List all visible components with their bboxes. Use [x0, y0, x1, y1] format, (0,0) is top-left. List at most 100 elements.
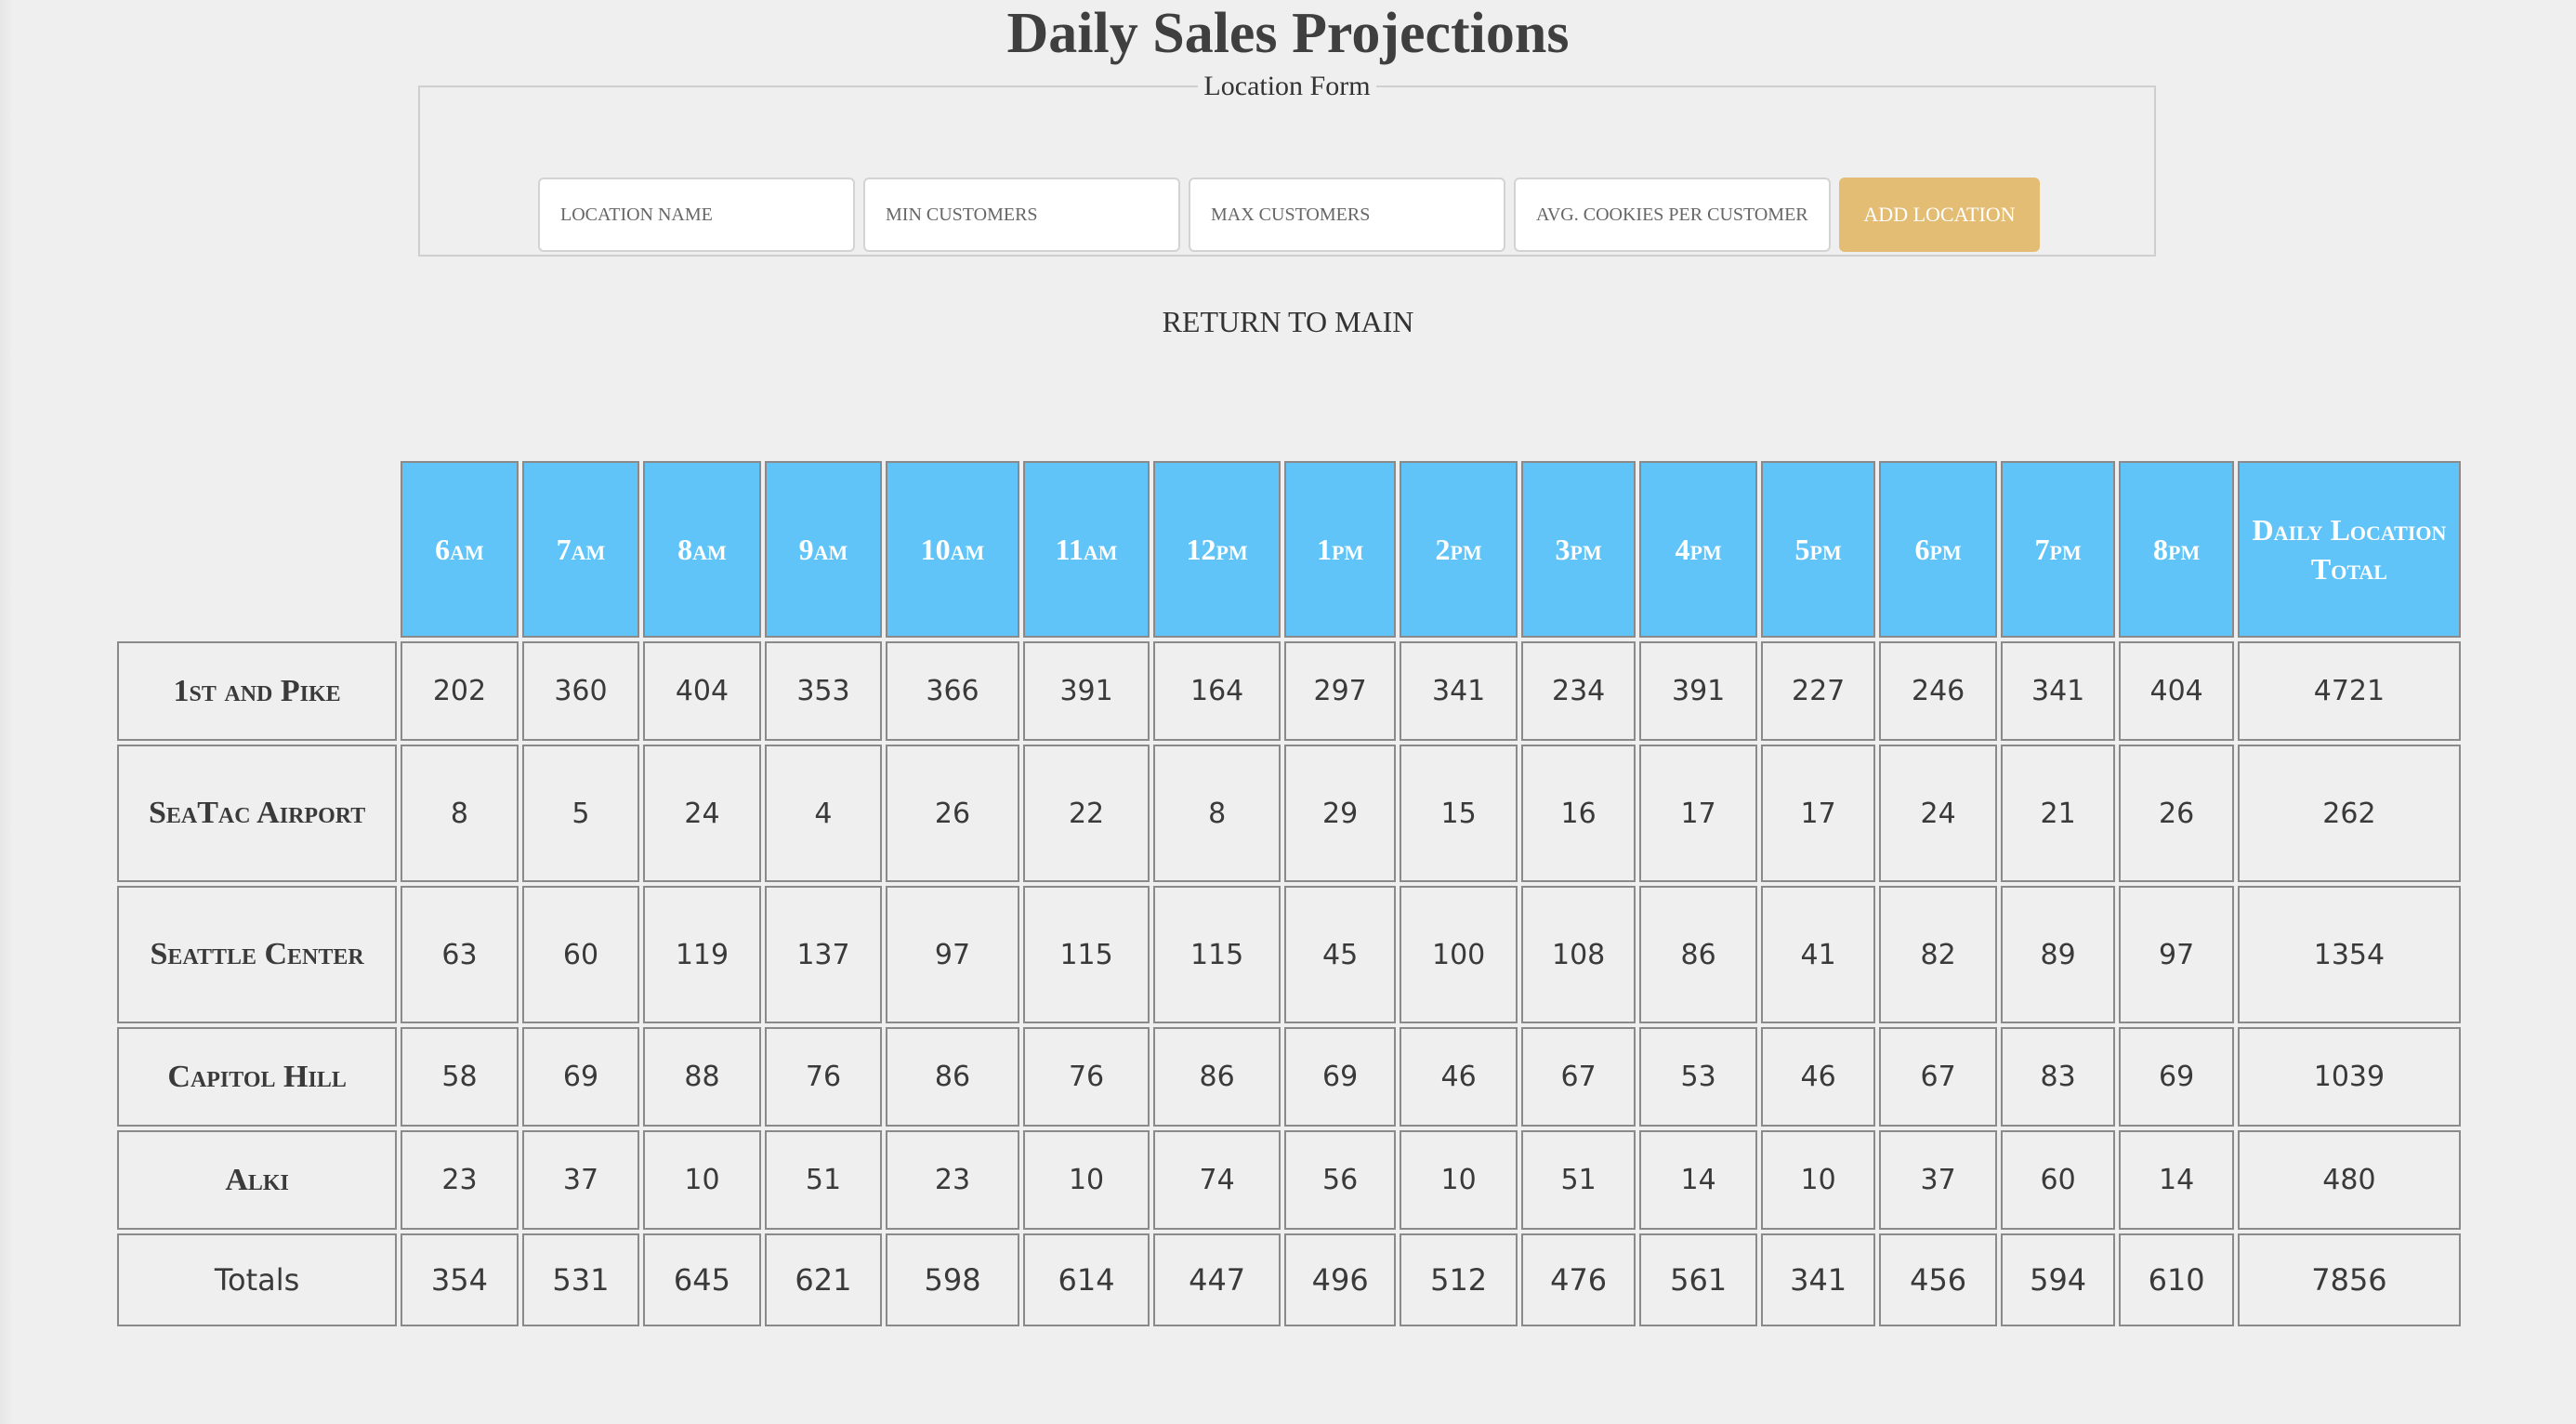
sales-cell: 341	[1400, 641, 1518, 741]
hourly-total-cell: 621	[764, 1233, 883, 1326]
sales-cell: 97	[886, 886, 1019, 1023]
sales-cell: 26	[2119, 745, 2234, 882]
min-customers-input[interactable]	[863, 178, 1180, 252]
location-name-cell: SeaTac Airport	[117, 745, 398, 882]
hourly-total-cell: 594	[2000, 1233, 2116, 1326]
sales-cell: 119	[643, 886, 761, 1023]
sales-cell: 100	[1400, 886, 1518, 1023]
sales-cell: 45	[1283, 886, 1397, 1023]
table-row: Seattle Center 63 60 119 137 97 115 115 45 100 108…	[117, 886, 2461, 1023]
hour-header: 1pm	[1283, 461, 1397, 638]
hour-header: 8am	[643, 461, 761, 638]
sales-cell: 69	[1283, 1027, 1397, 1127]
sales-cell: 227	[1760, 641, 1876, 741]
sales-cell: 17	[1639, 745, 1757, 882]
sales-cell: 60	[2000, 1130, 2116, 1230]
location-total-cell: 480	[2237, 1130, 2461, 1230]
sales-cell: 86	[886, 1027, 1019, 1127]
sales-cell: 69	[521, 1027, 640, 1127]
sales-cell: 8	[1153, 745, 1281, 882]
sales-cell: 58	[401, 1027, 519, 1127]
location-total-cell: 4721	[2237, 641, 2461, 741]
sales-cell: 10	[1400, 1130, 1518, 1230]
hour-header: 6am	[401, 461, 519, 638]
sales-cell: 16	[1520, 745, 1636, 882]
sales-cell: 21	[2000, 745, 2116, 882]
hourly-total-cell: 561	[1639, 1233, 1757, 1326]
sales-cell: 63	[401, 886, 519, 1023]
sales-cell: 76	[764, 1027, 883, 1127]
sales-cell: 89	[2000, 886, 2116, 1023]
sales-cell: 297	[1283, 641, 1397, 741]
sales-cell: 69	[2119, 1027, 2234, 1127]
location-form: Location Form ADD LOCATION	[418, 71, 2156, 257]
sales-cell: 202	[401, 641, 519, 741]
hourly-total-cell: 354	[401, 1233, 519, 1326]
sales-cell: 29	[1283, 745, 1397, 882]
hour-header: 10am	[886, 461, 1019, 638]
location-name-input[interactable]	[538, 178, 855, 252]
location-name-cell: Alki	[117, 1130, 398, 1230]
hourly-total-cell: 476	[1520, 1233, 1636, 1326]
daily-total-header: Daily Location Total	[2237, 461, 2461, 638]
sales-cell: 22	[1022, 745, 1150, 882]
sales-cell: 115	[1153, 886, 1281, 1023]
hourly-total-cell: 341	[1760, 1233, 1876, 1326]
location-name-cell: Seattle Center	[117, 886, 398, 1023]
sales-cell: 67	[1520, 1027, 1636, 1127]
table-row: Alki 23 37 10 51 23 10 74 56 10 51 14 10 37 60 14 480	[117, 1130, 2461, 1230]
hour-header: 5pm	[1760, 461, 1876, 638]
sales-cell: 10	[643, 1130, 761, 1230]
sales-cell: 51	[1520, 1130, 1636, 1230]
sales-cell: 108	[1520, 886, 1636, 1023]
sales-cell: 17	[1760, 745, 1876, 882]
sales-cell: 83	[2000, 1027, 2116, 1127]
location-total-cell: 1354	[2237, 886, 2461, 1023]
hour-header: 2pm	[1400, 461, 1518, 638]
sales-cell: 5	[521, 745, 640, 882]
sales-cell: 164	[1153, 641, 1281, 741]
grand-total-cell: 7856	[2237, 1233, 2461, 1326]
sales-cell: 26	[886, 745, 1019, 882]
sales-cell: 60	[521, 886, 640, 1023]
location-name-cell: 1st and Pike	[117, 641, 398, 741]
sales-cell: 37	[521, 1130, 640, 1230]
location-total-cell: 262	[2237, 745, 2461, 882]
sales-cell: 53	[1639, 1027, 1757, 1127]
avg-cookies-input[interactable]	[1514, 178, 1831, 252]
location-name-cell: Capitol Hill	[117, 1027, 398, 1127]
hour-header: 8pm	[2119, 461, 2234, 638]
hour-header: 6pm	[1879, 461, 1997, 638]
sales-cell: 46	[1760, 1027, 1876, 1127]
sales-cell: 353	[764, 641, 883, 741]
sales-cell: 8	[401, 745, 519, 882]
sales-cell: 67	[1879, 1027, 1997, 1127]
hourly-total-cell: 645	[643, 1233, 761, 1326]
hour-header: 3pm	[1520, 461, 1636, 638]
sales-cell: 14	[2119, 1130, 2234, 1230]
totals-label: Totals	[117, 1233, 398, 1326]
add-location-button[interactable]: ADD LOCATION	[1839, 178, 2040, 252]
hour-header: 7pm	[2000, 461, 2116, 638]
max-customers-input[interactable]	[1189, 178, 1505, 252]
sales-cell: 56	[1283, 1130, 1397, 1230]
sales-cell: 51	[764, 1130, 883, 1230]
page-title: Daily Sales Projections	[1006, 2, 1570, 65]
sales-cell: 88	[643, 1027, 761, 1127]
sales-cell: 10	[1022, 1130, 1150, 1230]
sales-cell: 404	[2119, 641, 2234, 741]
return-to-main-link[interactable]: RETURN TO MAIN	[1162, 305, 1414, 338]
sales-cell: 115	[1022, 886, 1150, 1023]
sales-cell: 391	[1022, 641, 1150, 741]
totals-row: Totals 354 531 645 621 598 614 447 496 512 476 561…	[117, 1233, 2461, 1326]
sales-cell: 10	[1760, 1130, 1876, 1230]
hourly-total-cell: 447	[1153, 1233, 1281, 1326]
table-row: SeaTac Airport 8 5 24 4 26 22 8 29 15 16 17 17 24 21 26…	[117, 745, 2461, 882]
hourly-total-cell: 610	[2119, 1233, 2234, 1326]
sales-cell: 97	[2119, 886, 2234, 1023]
hourly-total-cell: 614	[1022, 1233, 1150, 1326]
sales-cell: 366	[886, 641, 1019, 741]
hourly-total-cell: 456	[1879, 1233, 1997, 1326]
hour-header: 7am	[521, 461, 640, 638]
sales-cell: 137	[764, 886, 883, 1023]
